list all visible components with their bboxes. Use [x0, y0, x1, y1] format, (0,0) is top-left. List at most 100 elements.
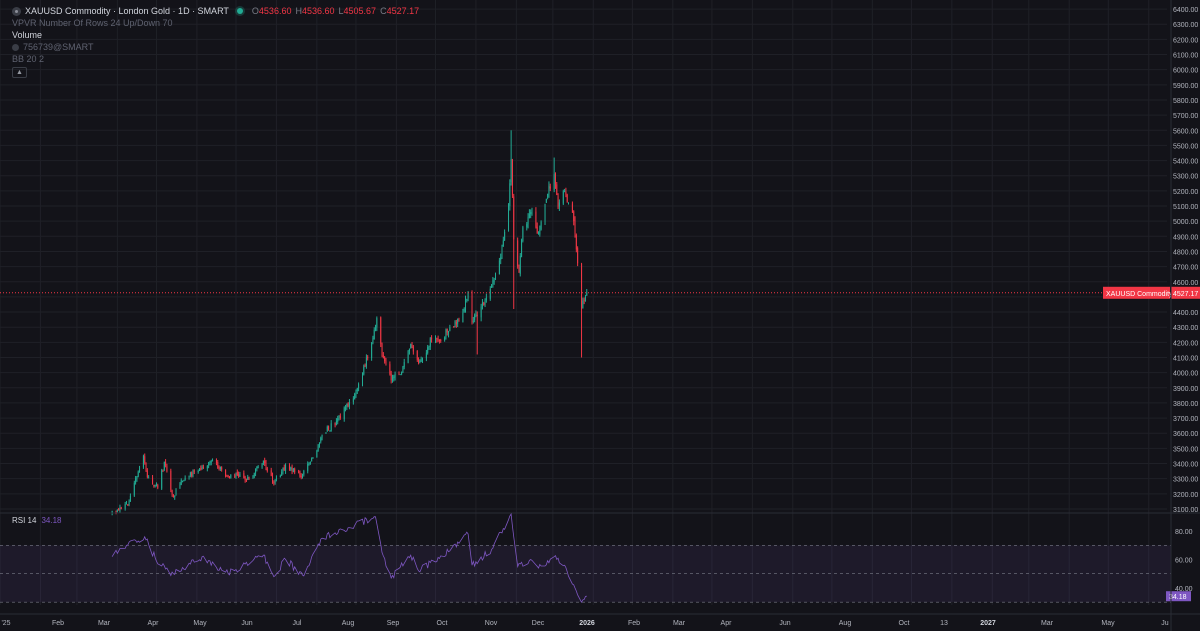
candle-body	[411, 344, 413, 348]
candle-body	[256, 466, 258, 469]
time-tick-label: 13	[940, 620, 948, 627]
price-tick-label: 6400.00	[1173, 7, 1198, 14]
rsi-legend[interactable]: RSI 14 34.18	[12, 516, 62, 525]
candle-body	[144, 456, 146, 463]
price-scale[interactable]: 6400.00 6300.00 6200.00 6100.00 6000.00 5900.…	[1173, 7, 1198, 514]
candle-body	[437, 339, 439, 341]
price-tick-label: 4300.00	[1173, 325, 1198, 332]
candle-body	[493, 280, 495, 282]
vpvr-label: VPVR Number Of Rows 24 Up/Down 70	[12, 18, 173, 28]
candle-body	[402, 366, 404, 373]
candle-body	[197, 470, 199, 473]
price-tick-label: 6100.00	[1173, 53, 1198, 60]
candle-body	[565, 191, 567, 195]
candle-body	[584, 296, 586, 302]
candle-body	[182, 480, 184, 482]
price-tick-label: 5200.00	[1173, 189, 1198, 196]
price-tick-label: 4600.00	[1173, 280, 1198, 287]
candle-body	[489, 288, 491, 299]
candle-body	[399, 374, 401, 376]
candle-body	[291, 466, 293, 472]
candle-body	[239, 474, 241, 477]
price-tick-label: 6000.00	[1173, 68, 1198, 75]
candle-body	[458, 319, 460, 322]
rsi-tick-label: 40.00	[1175, 586, 1193, 593]
candle-body	[463, 308, 465, 312]
candle-body	[179, 484, 181, 489]
candle-body	[133, 482, 135, 496]
candle-body	[476, 314, 478, 317]
candle-body	[376, 318, 378, 328]
symbol-title[interactable]: XAUUSD Commodity · London Gold · 1D · SM…	[25, 6, 229, 16]
candle-body	[365, 357, 367, 367]
time-tick-label: Aug	[342, 620, 355, 627]
candle-body	[228, 476, 230, 478]
ohlc-open-key: O	[251, 6, 259, 16]
vpvr-indicator-row[interactable]: VPVR Number Of Rows 24 Up/Down 70	[12, 17, 421, 29]
current-price-tag[interactable]	[1103, 286, 1170, 299]
candle-body	[193, 470, 195, 472]
candle-body	[510, 159, 512, 183]
candle-body	[375, 327, 377, 331]
time-tick-label: Aug	[839, 620, 852, 627]
candle-body	[398, 374, 400, 376]
candle-body	[448, 331, 450, 334]
candle-body	[157, 485, 159, 488]
candle-body	[373, 329, 375, 340]
candle-body	[145, 462, 147, 472]
candle-body	[407, 350, 409, 363]
candle-body	[238, 474, 240, 477]
candle-body	[419, 360, 421, 363]
candle-body	[255, 468, 257, 474]
candle-body	[475, 314, 477, 316]
candle-body	[522, 227, 524, 242]
time-axis[interactable]: '25 Feb Mar Apr May Jun Jul Aug Sep Oct Nov Dec 2026…	[1, 620, 1168, 627]
candle-body	[401, 372, 403, 375]
candle-body	[528, 213, 530, 218]
candle-body	[198, 468, 200, 471]
candle-body	[428, 346, 430, 348]
bb-label: BB 20 2	[12, 54, 45, 64]
price-tick-label: 6200.00	[1173, 37, 1198, 44]
candle-body	[358, 384, 360, 389]
candle-body	[264, 460, 266, 464]
candle-body	[234, 475, 236, 477]
candle-body	[403, 362, 405, 367]
candle-body	[385, 361, 387, 364]
candle-body	[273, 482, 275, 484]
candle-body	[356, 388, 358, 392]
candle-body	[574, 219, 576, 234]
bb-indicator-row[interactable]: BB 20 2	[12, 53, 421, 65]
time-tick-label: 2027	[980, 620, 996, 627]
time-tick-label: May	[1101, 620, 1115, 627]
price-tick-label: 3900.00	[1173, 386, 1198, 393]
candle-body	[282, 467, 284, 472]
collapse-legend-button[interactable]: ▲	[12, 66, 27, 78]
candle-body	[504, 231, 506, 241]
ohlc-high-key: H	[295, 6, 302, 16]
candle-body	[453, 326, 455, 328]
volume-indicator-row[interactable]: Volume	[12, 29, 421, 41]
candle-body	[210, 460, 212, 463]
candle-body	[540, 221, 542, 230]
candle-body	[146, 470, 148, 478]
candle-body	[418, 359, 420, 364]
candle-body	[172, 494, 174, 497]
candle-body	[545, 198, 547, 203]
candle-body	[261, 463, 263, 468]
candle-body	[163, 462, 165, 470]
candle-body	[547, 193, 549, 198]
candle-body	[317, 444, 319, 451]
candle-body	[283, 467, 285, 470]
candle-body	[440, 340, 442, 342]
candle-body	[302, 474, 304, 477]
candle-body	[308, 462, 310, 465]
candle-body	[472, 320, 474, 322]
candle-body	[309, 461, 311, 464]
candle-body	[202, 466, 204, 468]
rsi-line	[111, 512, 587, 604]
volume-value-row: 756739@SMART	[12, 41, 421, 53]
symbol-row[interactable]: XAUUSD Commodity · London Gold · 1D · SM…	[12, 5, 421, 17]
